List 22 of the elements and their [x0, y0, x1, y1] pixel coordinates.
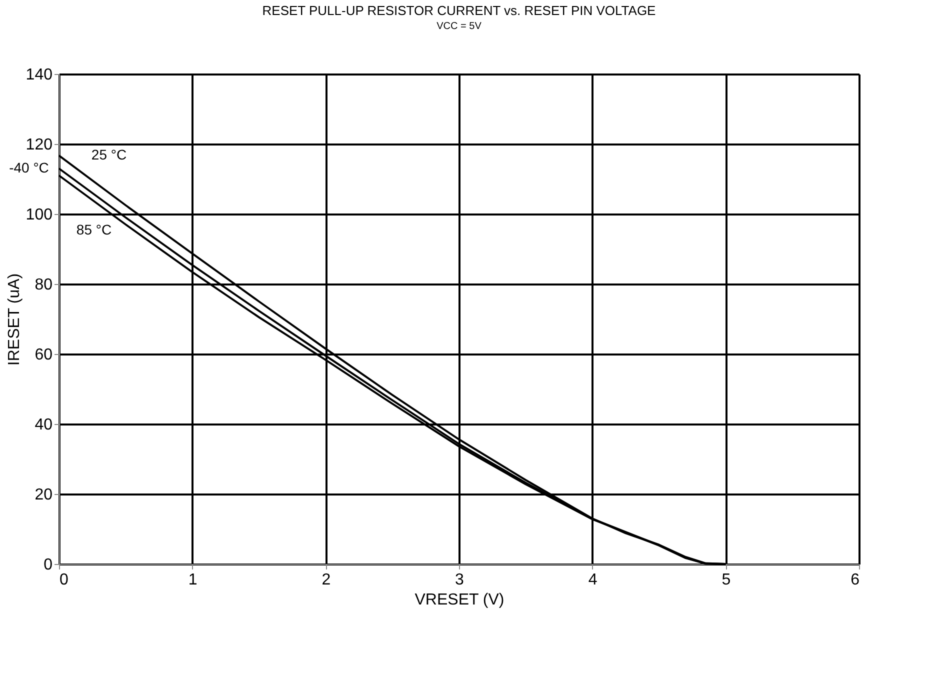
x-tick-label: 6: [850, 572, 860, 588]
y-tick-label: 100: [26, 206, 53, 224]
x-tick-label: 3: [455, 572, 464, 588]
series-label: 25 °C: [91, 146, 127, 163]
x-axis-title: VRESET (V): [414, 592, 504, 608]
y-tick-label: 140: [26, 66, 53, 84]
y-tick-label: 40: [34, 416, 53, 434]
y-tick-label: 120: [26, 136, 53, 154]
y-tick-label: 60: [34, 346, 53, 364]
y-tick-label: 80: [34, 276, 53, 294]
series-label: 85 °C: [76, 222, 112, 238]
chart-title: RESET PULL-UP RESISTOR CURRENT vs. RESET PIN VOLTAGE: [262, 3, 656, 18]
y-axis-title: IRESET (uA): [6, 273, 23, 366]
x-tick-label: 0: [60, 572, 68, 588]
y-tick-label: 0: [44, 556, 53, 574]
x-tick-label: 1: [188, 572, 198, 588]
chart-subtitle: VCC = 5V: [436, 21, 482, 32]
x-tick-label: 2: [322, 572, 331, 588]
y-tick-label: 20: [34, 486, 53, 504]
series-label: -40 °C: [9, 160, 49, 176]
x-tick-label: 5: [722, 572, 731, 588]
x-tick-label: 4: [588, 572, 598, 588]
